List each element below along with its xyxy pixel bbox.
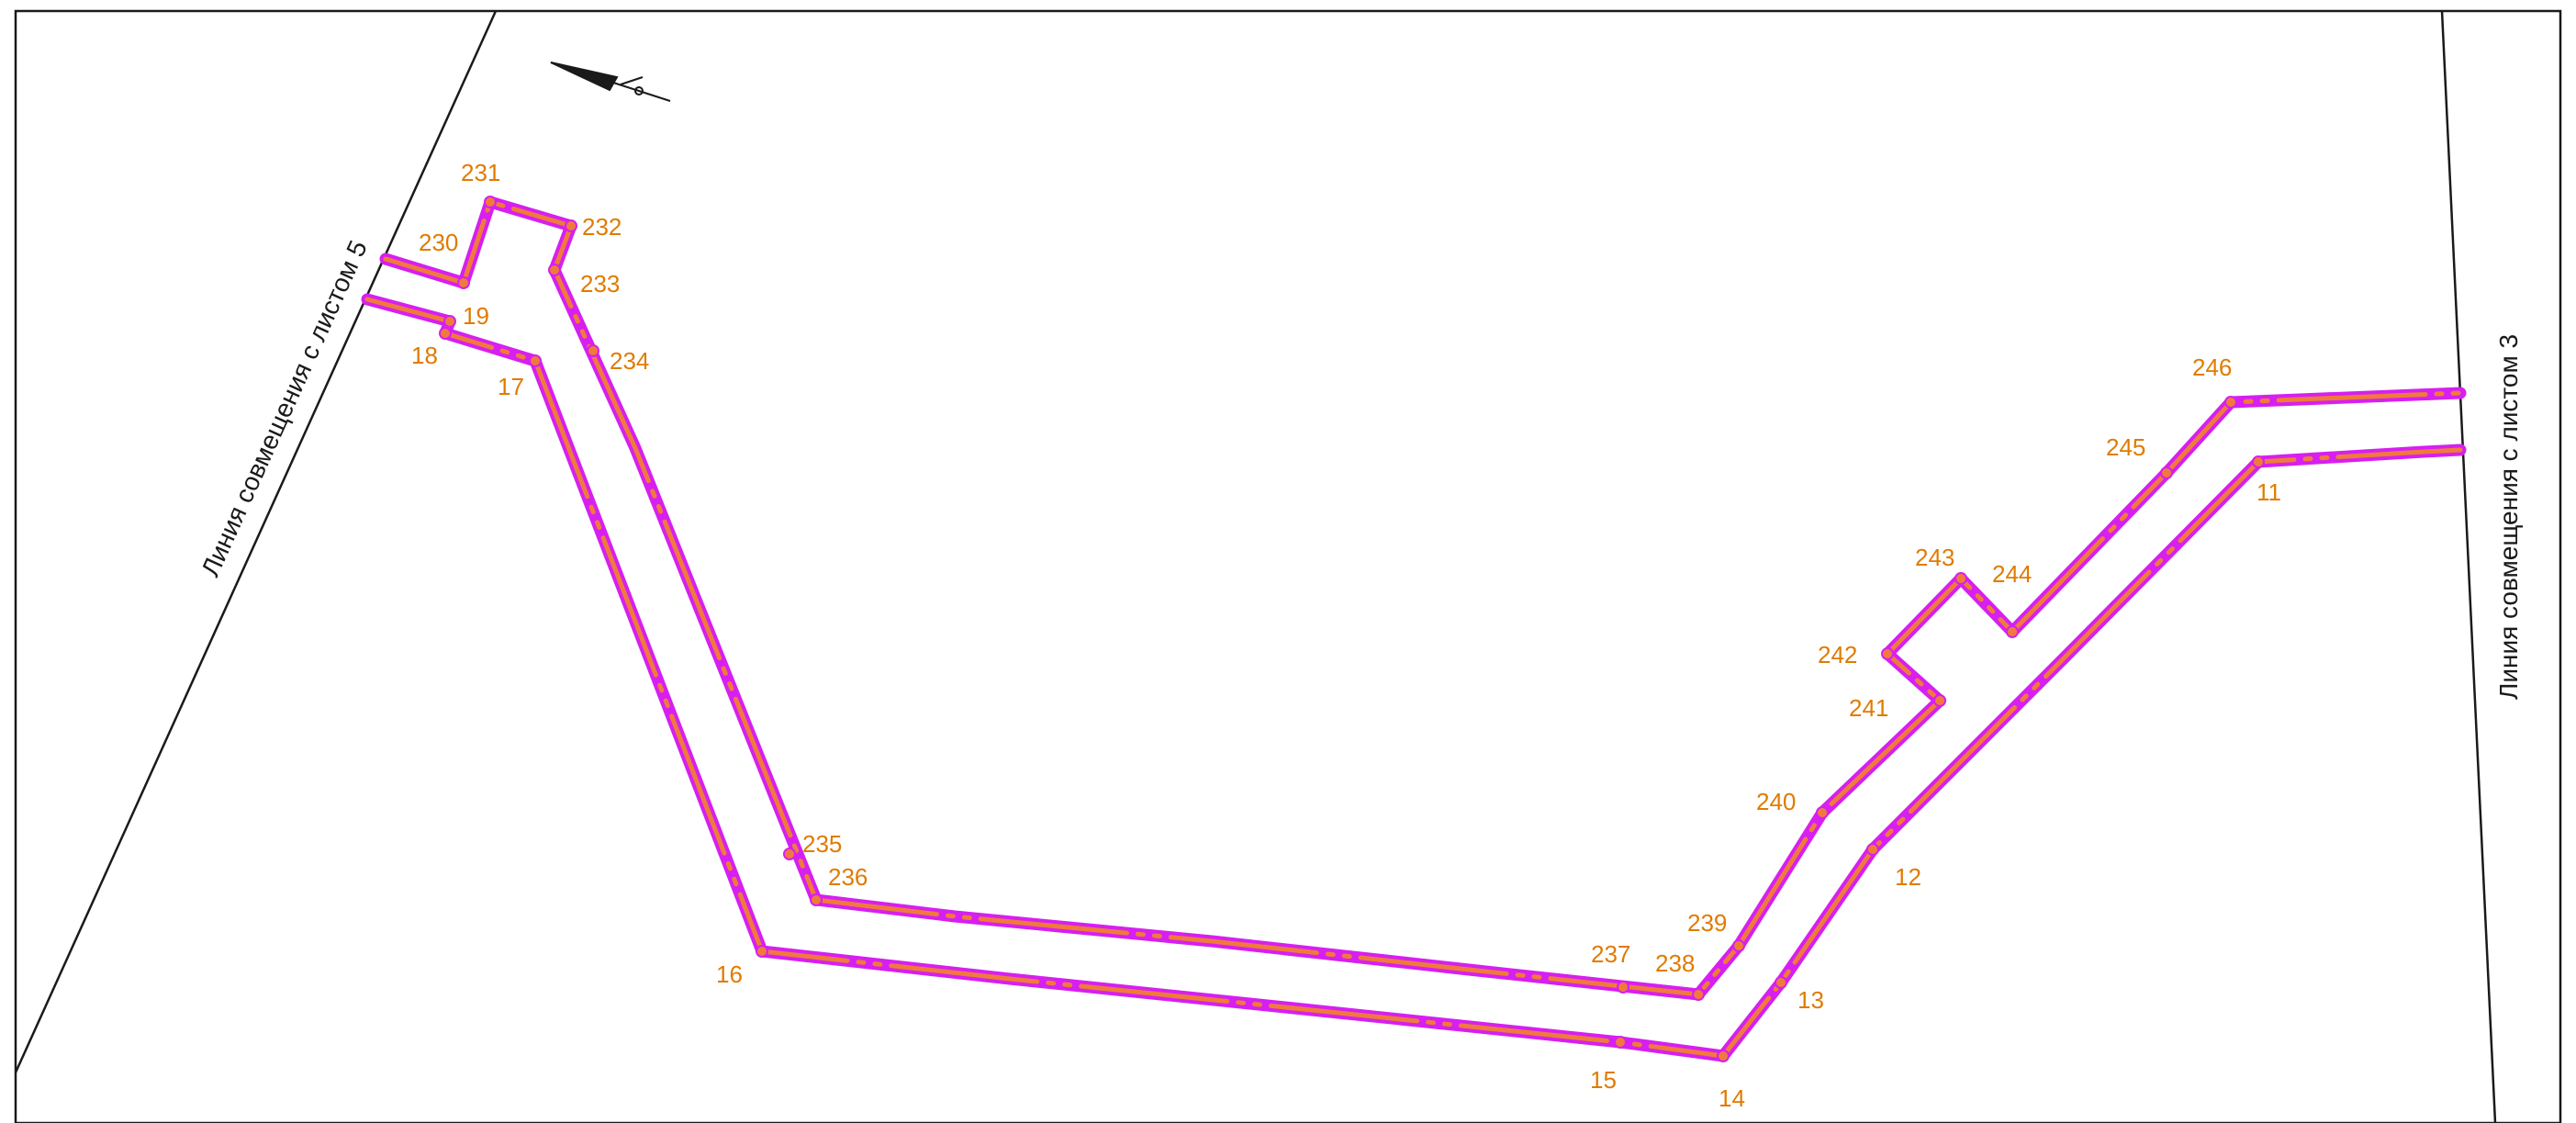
point-label-244: 244 <box>1992 560 2032 588</box>
point-label-232: 232 <box>582 213 622 241</box>
vertex-237 <box>1617 981 1630 994</box>
vertex-230 <box>457 276 470 289</box>
upper-vertices <box>457 196 2237 1001</box>
lower-boundary-inner <box>364 297 2463 1059</box>
vertex-13 <box>1775 976 1787 989</box>
point-label-238: 238 <box>1655 949 1695 977</box>
vertex-17 <box>529 354 542 367</box>
upper-point-labels: 230 231 232 233 234 235 236 237 238 239 … <box>419 159 2232 977</box>
point-label-16: 16 <box>716 960 743 988</box>
left-sheet-join-line <box>14 10 498 1073</box>
vertex-19 <box>443 315 456 328</box>
point-label-243: 243 <box>1915 544 1954 571</box>
point-label-11: 11 <box>2257 478 2281 506</box>
point-label-233: 233 <box>580 270 620 298</box>
vertex-245 <box>2160 466 2173 479</box>
point-label-235: 235 <box>802 830 842 858</box>
point-label-12: 12 <box>1895 863 1921 891</box>
vertex-232 <box>565 219 577 232</box>
vertex-233 <box>548 264 561 276</box>
vertex-15 <box>1614 1036 1627 1049</box>
upper-boundary-inner <box>383 199 2463 997</box>
point-label-231: 231 <box>461 159 500 186</box>
point-label-15: 15 <box>1590 1066 1617 1094</box>
vertex-14 <box>1717 1050 1730 1062</box>
vertex-235 <box>783 848 796 860</box>
point-label-241: 241 <box>1849 694 1888 722</box>
point-label-234: 234 <box>610 347 649 375</box>
lower-boundary-outer <box>361 293 2467 1062</box>
point-label-240: 240 <box>1756 788 1796 815</box>
point-label-230: 230 <box>419 229 458 256</box>
lower-vertices <box>439 315 2265 1062</box>
point-label-236: 236 <box>828 863 868 891</box>
upper-boundary <box>379 196 2467 1001</box>
left-sheet-join-label: Линия совмещения с листом 5 <box>196 236 373 580</box>
vertex-234 <box>587 344 599 357</box>
point-label-245: 245 <box>2106 433 2145 461</box>
vertex-238 <box>1692 988 1705 1001</box>
point-label-237: 237 <box>1591 940 1630 968</box>
right-sheet-join-line <box>2440 10 2497 1123</box>
point-label-239: 239 <box>1687 909 1727 937</box>
vertex-240 <box>1816 806 1829 819</box>
point-label-13: 13 <box>1798 986 1824 1014</box>
point-label-242: 242 <box>1818 641 1857 668</box>
vertex-239 <box>1732 939 1745 952</box>
vertex-11 <box>2252 455 2265 468</box>
vertex-241 <box>1933 694 1946 707</box>
vertex-243 <box>1954 572 1967 585</box>
vertex-12 <box>1866 843 1879 856</box>
point-label-14: 14 <box>1719 1084 1745 1112</box>
vertex-18 <box>439 327 452 340</box>
north-arrow-icon <box>550 62 671 102</box>
point-label-17: 17 <box>498 373 524 400</box>
drawing-frame <box>14 9 2562 1123</box>
point-label-19: 19 <box>463 302 489 330</box>
lower-boundary <box>361 293 2467 1062</box>
vertex-246 <box>2224 396 2237 409</box>
vertex-231 <box>484 196 497 208</box>
vertex-244 <box>2006 625 2019 638</box>
vertex-242 <box>1881 647 1894 660</box>
vertex-236 <box>810 893 823 906</box>
right-sheet-join-label: Линия совмещения с листом 3 <box>2494 334 2523 700</box>
point-label-246: 246 <box>2192 354 2232 381</box>
lower-point-labels: 19 18 17 16 15 14 13 12 11 <box>411 302 2281 1112</box>
point-label-18: 18 <box>411 342 438 369</box>
vertex-16 <box>756 945 768 958</box>
